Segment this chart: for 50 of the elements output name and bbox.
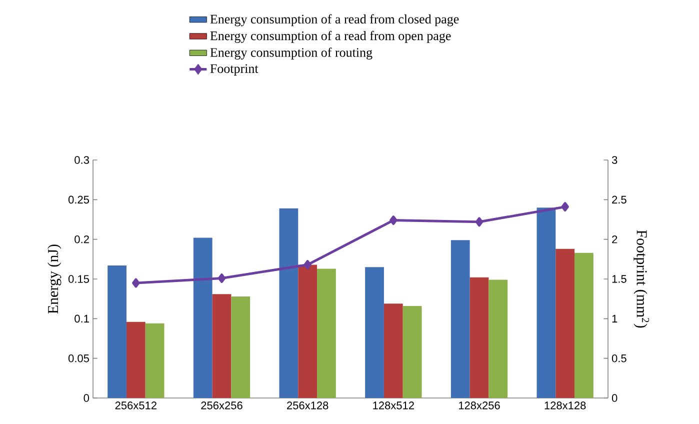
bar bbox=[365, 267, 384, 398]
y2-tick-label: 1.5 bbox=[612, 275, 626, 283]
point bbox=[132, 278, 140, 288]
legend-label: Energy consumption of a read from closed page bbox=[210, 14, 459, 26]
y-tick-label: 0.3 bbox=[74, 156, 89, 164]
point bbox=[561, 202, 569, 212]
point bbox=[218, 273, 226, 283]
legend-label: Footprint bbox=[210, 64, 258, 76]
x-tick-label: 256x128 bbox=[287, 402, 328, 410]
bar bbox=[402, 306, 422, 398]
bar bbox=[450, 240, 470, 398]
bar bbox=[470, 277, 489, 398]
legend-label: Energy consumption of a read from open page bbox=[210, 30, 451, 43]
y2-tick-label: 1 bbox=[612, 314, 618, 322]
x-tick-label: 128x128 bbox=[544, 402, 586, 410]
bar bbox=[298, 264, 318, 398]
x-tick-label: 256x512 bbox=[115, 402, 156, 410]
y2-tick-label: 0 bbox=[612, 394, 618, 402]
bar bbox=[536, 208, 556, 398]
x-tick-label: 128x256 bbox=[458, 402, 500, 410]
bar bbox=[384, 304, 403, 398]
y-tick-label: 0.2 bbox=[74, 235, 89, 244]
y-tick-label: 0.1 bbox=[74, 314, 89, 323]
y-tick-label: 0.15 bbox=[68, 275, 89, 283]
point bbox=[304, 260, 312, 270]
bar bbox=[488, 280, 508, 398]
bar bbox=[193, 238, 212, 398]
point bbox=[390, 216, 398, 226]
y2-tick-label: 3 bbox=[612, 156, 618, 164]
y2-tick-label: 2 bbox=[612, 236, 618, 244]
bar bbox=[126, 322, 146, 398]
y2-tick-label: 0.5 bbox=[612, 354, 626, 362]
y-tick-label: 0.25 bbox=[68, 196, 89, 204]
bar bbox=[231, 296, 250, 398]
y2-axis-title: Footprint (mm$^{2}$) bbox=[634, 230, 650, 328]
x-tick-label: 128x512 bbox=[373, 402, 414, 410]
bar bbox=[212, 294, 232, 398]
bar bbox=[317, 268, 336, 398]
bar bbox=[574, 252, 594, 398]
bar bbox=[556, 248, 575, 398]
x-tick-label: 256x256 bbox=[201, 402, 242, 410]
legend-label: Energy consumption of routing bbox=[210, 48, 372, 60]
point bbox=[475, 217, 484, 227]
y-tick-label: 0.05 bbox=[68, 354, 89, 362]
bar bbox=[279, 208, 298, 398]
bar bbox=[145, 323, 164, 398]
y2-tick-label: 2.5 bbox=[612, 196, 626, 204]
bar bbox=[108, 266, 126, 398]
y-axis-title: Energy (nJ) bbox=[48, 244, 62, 314]
y-tick-label: 0 bbox=[84, 394, 90, 402]
